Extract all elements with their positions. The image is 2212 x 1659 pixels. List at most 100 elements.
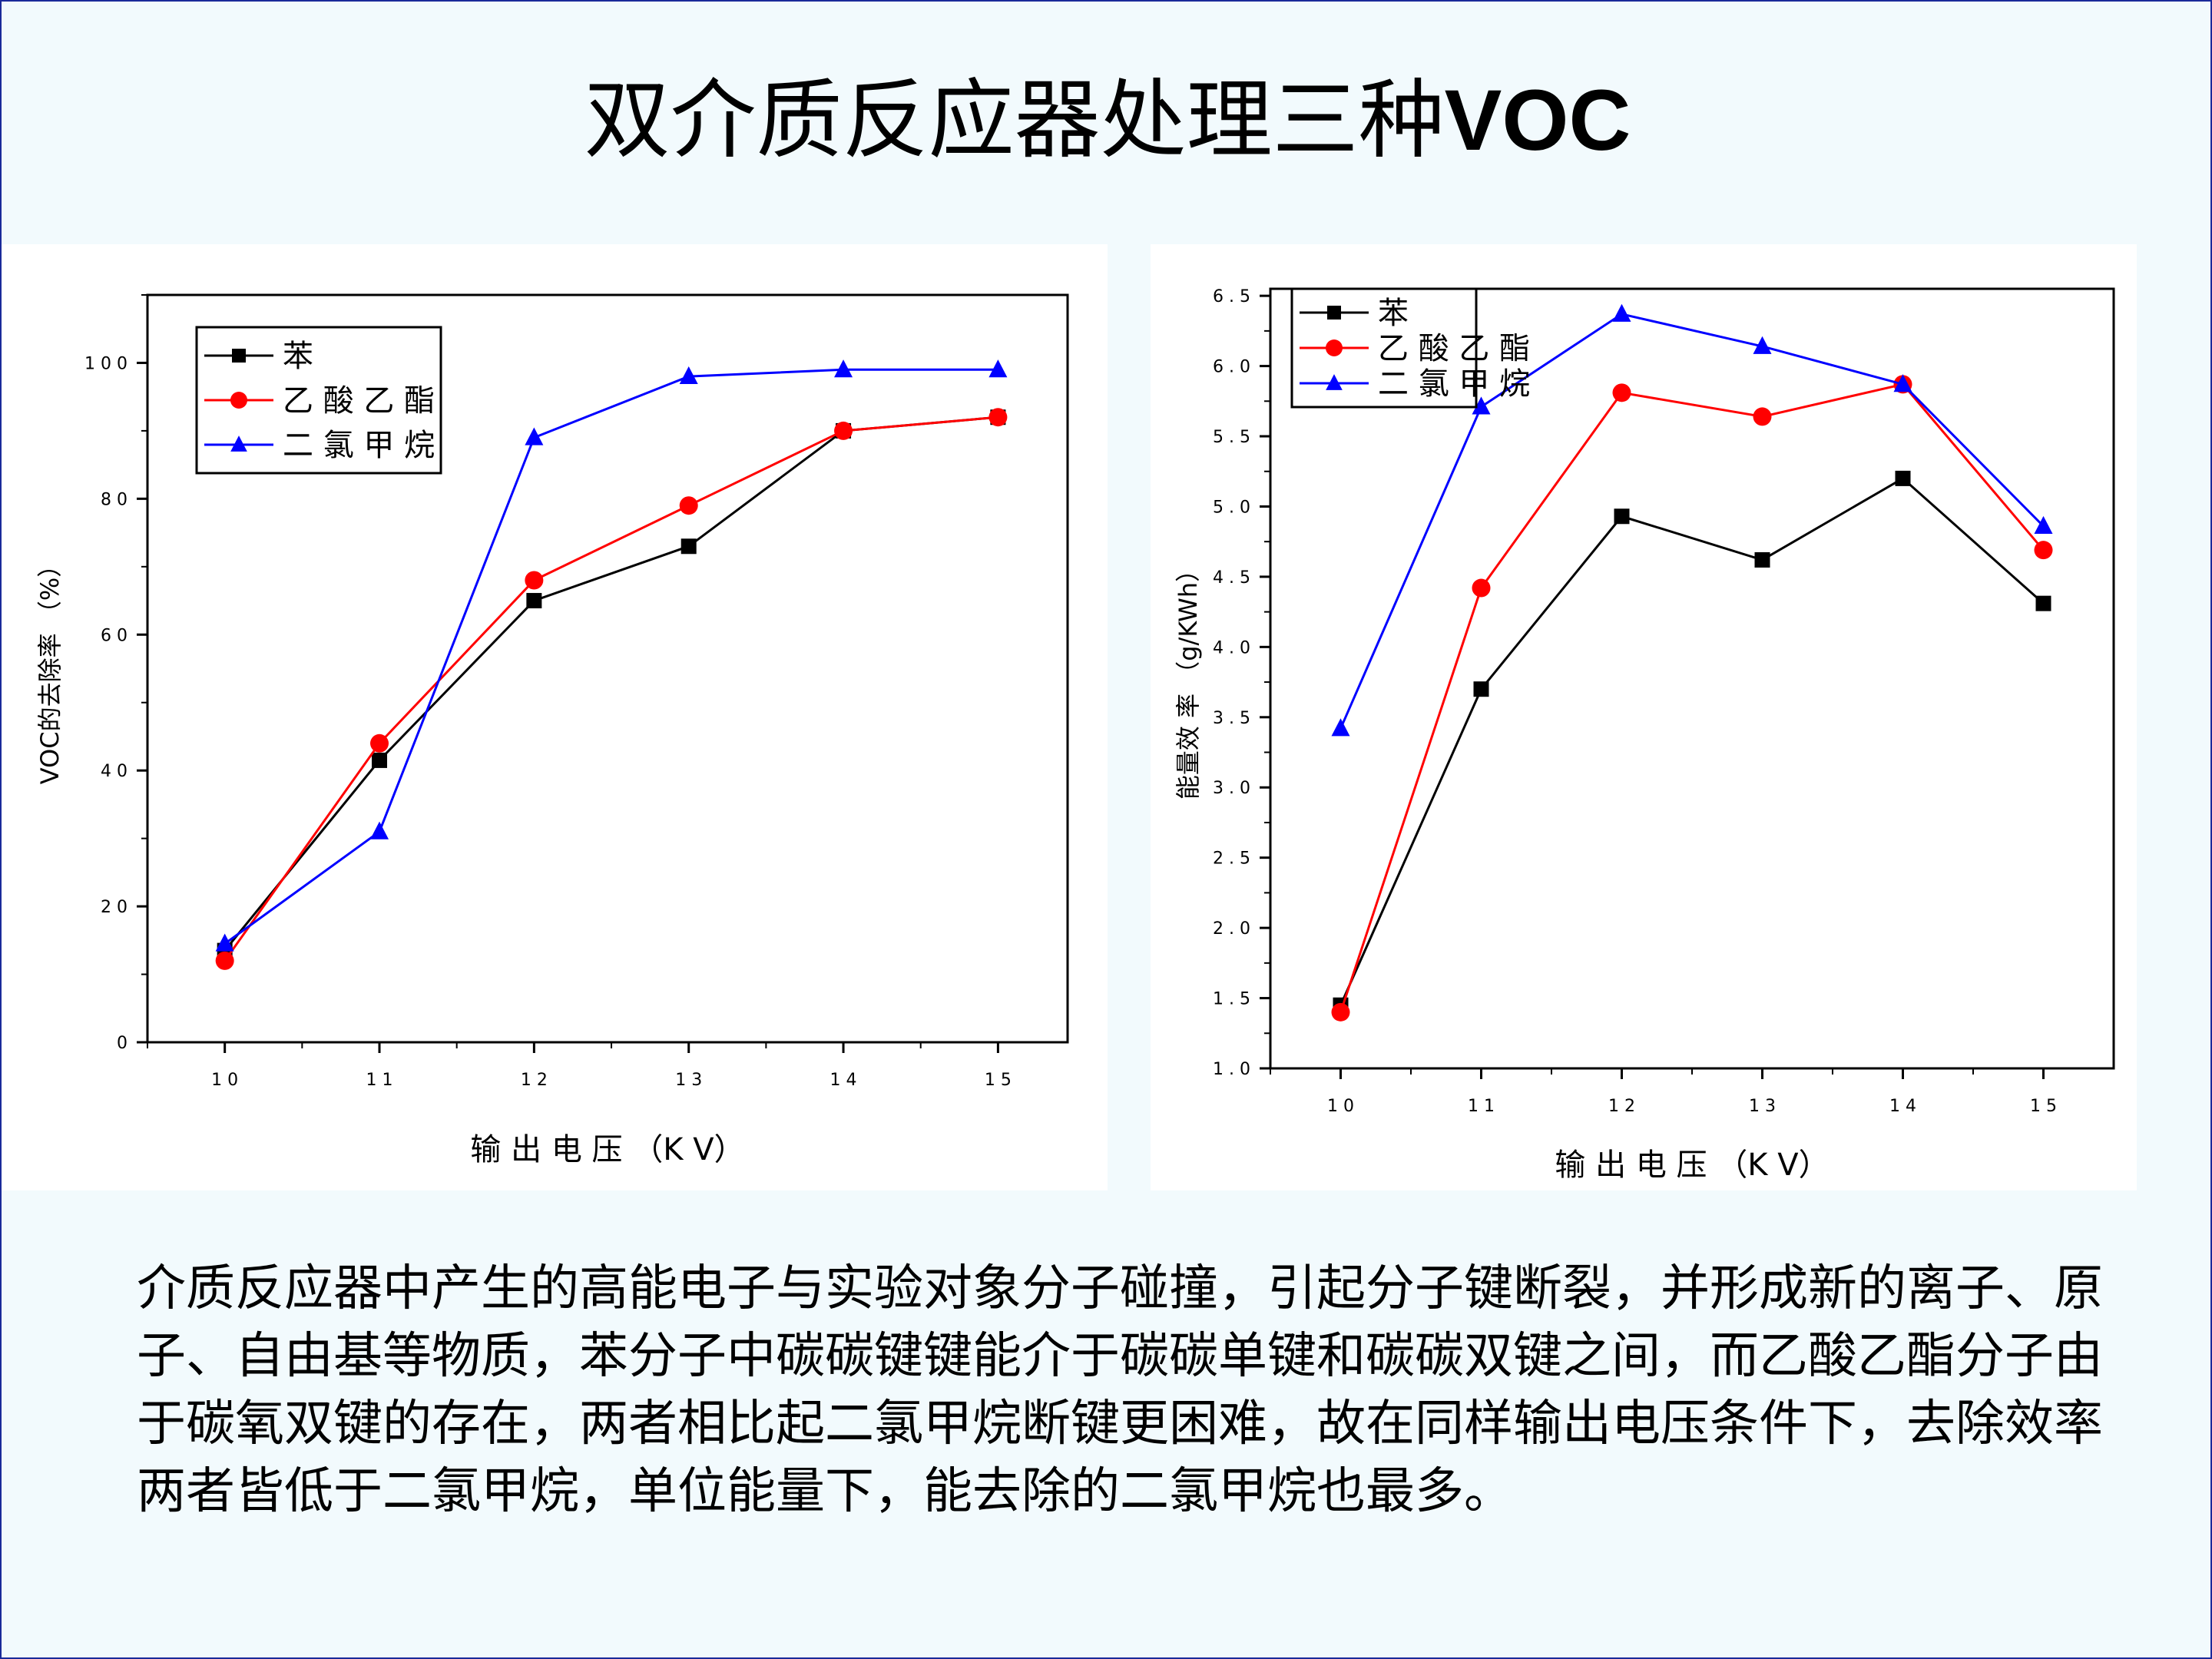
- data-point: [525, 427, 544, 445]
- legend-marker: [1326, 374, 1343, 390]
- y-tick-label: 1 0 0: [84, 354, 127, 373]
- data-point: [1895, 470, 1911, 486]
- series-line: [224, 416, 998, 952]
- legend-label: 苯: [1378, 296, 1409, 331]
- x-tick-label: 1 4: [1889, 1097, 1916, 1116]
- series-line: [224, 368, 998, 945]
- data-point: [2034, 541, 2053, 560]
- data-point: [372, 752, 388, 768]
- series-line: [224, 416, 998, 962]
- legend-marker: [230, 435, 247, 452]
- legend-marker: [1327, 306, 1341, 320]
- x-tick-label: 1 0: [1327, 1097, 1354, 1116]
- data-point: [370, 733, 389, 753]
- y-tick-label: 4 . 0: [1213, 638, 1250, 657]
- title-voc: VOC: [1444, 72, 1631, 168]
- y-tick-label: 1 . 0: [1213, 1060, 1250, 1079]
- data-point: [1612, 383, 1631, 402]
- data-point: [834, 421, 853, 440]
- legend-label: 苯: [283, 339, 313, 374]
- y-tick-label: 4 0: [101, 762, 127, 781]
- plot-frame: [146, 293, 1069, 1044]
- data-point: [679, 366, 698, 385]
- legend: 苯乙 酸 乙 酯二 氯 甲 烷: [195, 326, 442, 475]
- data-point: [680, 538, 697, 555]
- data-point: [1754, 551, 1770, 568]
- series-line: [1339, 477, 2045, 1006]
- legend-marker: [230, 392, 247, 409]
- removal-rate-chart-panel: 0 2 0 4 0 6 0 8 0 1 0 0 1 0 1 1 1 2 1 3 1 4 1 5 输 出 …: [2, 244, 1108, 1190]
- slide-title: 双介质反应器处理三种VOC: [2, 71, 2212, 171]
- legend-label: 二 氯 甲 烷: [1378, 366, 1530, 402]
- series-line: [1339, 382, 2045, 1013]
- data-point: [1753, 336, 1772, 354]
- title-chinese: 双介质反应器处理三种: [584, 71, 1445, 171]
- data-point: [1331, 718, 1350, 737]
- data-point: [1472, 578, 1491, 598]
- legend-label: 乙 酸 乙 酯: [1378, 331, 1530, 366]
- data-point: [370, 821, 389, 839]
- data-point: [215, 933, 234, 952]
- y-tick-label: 2 . 0: [1213, 919, 1250, 939]
- explanation-paragraph: 介质反应器中产生的高能电子与实验对象分子碰撞，引起分子键断裂，并形成新的离子、原…: [137, 1260, 2103, 1520]
- data-point: [2035, 595, 2051, 611]
- data-point: [1753, 407, 1772, 426]
- y-tick-label: 6 . 0: [1213, 358, 1250, 377]
- y-tick-label: 5 . 0: [1213, 498, 1250, 517]
- y-tick-label: 4 . 5: [1213, 568, 1250, 588]
- data-point: [1472, 396, 1491, 415]
- x-tick-label: 1 0: [211, 1071, 238, 1090]
- data-point: [1612, 303, 1631, 322]
- data-point: [1893, 374, 1912, 392]
- energy-efficiency-chart: 1 . 0 1 . 5 2 . 0 2 . 5 3 . 0 3 . 5 4 . 0 4 . 5…: [1174, 287, 2115, 1183]
- x-tick-label: 1 4: [830, 1071, 857, 1090]
- y-tick-label: 5 . 5: [1213, 428, 1250, 447]
- data-point: [988, 408, 1008, 427]
- y-axis-label: VOC的去除率 （%）: [35, 553, 65, 784]
- y-tick-label: 8 0: [101, 490, 127, 509]
- series-0: [1333, 470, 2051, 1013]
- data-point: [1614, 508, 1630, 525]
- x-tick-label: 1 5: [2030, 1097, 2057, 1116]
- legend-marker: [232, 349, 246, 363]
- x-tick-label: 1 5: [985, 1071, 1012, 1090]
- legend-label: 二 氯 甲 烷: [283, 428, 435, 463]
- x-tick-label: 1 3: [1749, 1097, 1776, 1116]
- data-point: [525, 571, 544, 590]
- legend-label: 乙 酸 乙 酯: [283, 383, 435, 419]
- y-tick-label: 6 . 5: [1213, 287, 1250, 306]
- series-2: [215, 359, 1008, 952]
- y-tick-label: 2 . 5: [1213, 849, 1250, 869]
- x-axis-label: 输 出 电 压 （K V）: [470, 1132, 744, 1167]
- y-tick-label: 2 0: [101, 898, 127, 917]
- series-2: [1331, 303, 2053, 737]
- x-tick-label: 1 1: [1468, 1097, 1495, 1116]
- y-tick-label: 3 . 0: [1213, 779, 1250, 798]
- data-point: [679, 496, 698, 515]
- energy-efficiency-chart-panel: 1 . 0 1 . 5 2 . 0 2 . 5 3 . 0 3 . 5 4 . 0 4 . 5…: [1151, 244, 2137, 1190]
- data-point: [988, 359, 1008, 378]
- y-tick-label: 0: [117, 1034, 127, 1053]
- data-point: [1473, 681, 1489, 697]
- series-0: [217, 409, 1006, 959]
- removal-rate-chart: 0 2 0 4 0 6 0 8 0 1 0 0 1 0 1 1 1 2 1 3 1 4 1 5 输 出 …: [35, 293, 1069, 1167]
- x-tick-label: 1 3: [675, 1071, 702, 1090]
- x-axis-label: 输 出 电 压 （K V）: [1555, 1147, 1829, 1183]
- y-tick-label: 3 . 5: [1213, 709, 1250, 728]
- legend-marker: [1326, 339, 1343, 356]
- data-point: [2034, 515, 2053, 534]
- legend: 苯乙 酸 乙 酯二 氯 甲 烷: [1290, 287, 1530, 409]
- x-tick-label: 1 2: [1608, 1097, 1635, 1116]
- series-1: [215, 408, 1008, 970]
- data-point: [526, 593, 542, 609]
- series-1: [1331, 375, 2053, 1022]
- data-point: [834, 359, 853, 378]
- y-tick-label: 1 . 5: [1213, 990, 1250, 1009]
- data-point: [1331, 1002, 1350, 1022]
- x-tick-label: 1 2: [521, 1071, 548, 1090]
- y-tick-label: 6 0: [101, 626, 127, 645]
- series-line: [1339, 313, 2045, 730]
- data-point: [215, 951, 234, 970]
- y-axis-label: 能量效 率 （g/KWh）: [1174, 558, 1203, 800]
